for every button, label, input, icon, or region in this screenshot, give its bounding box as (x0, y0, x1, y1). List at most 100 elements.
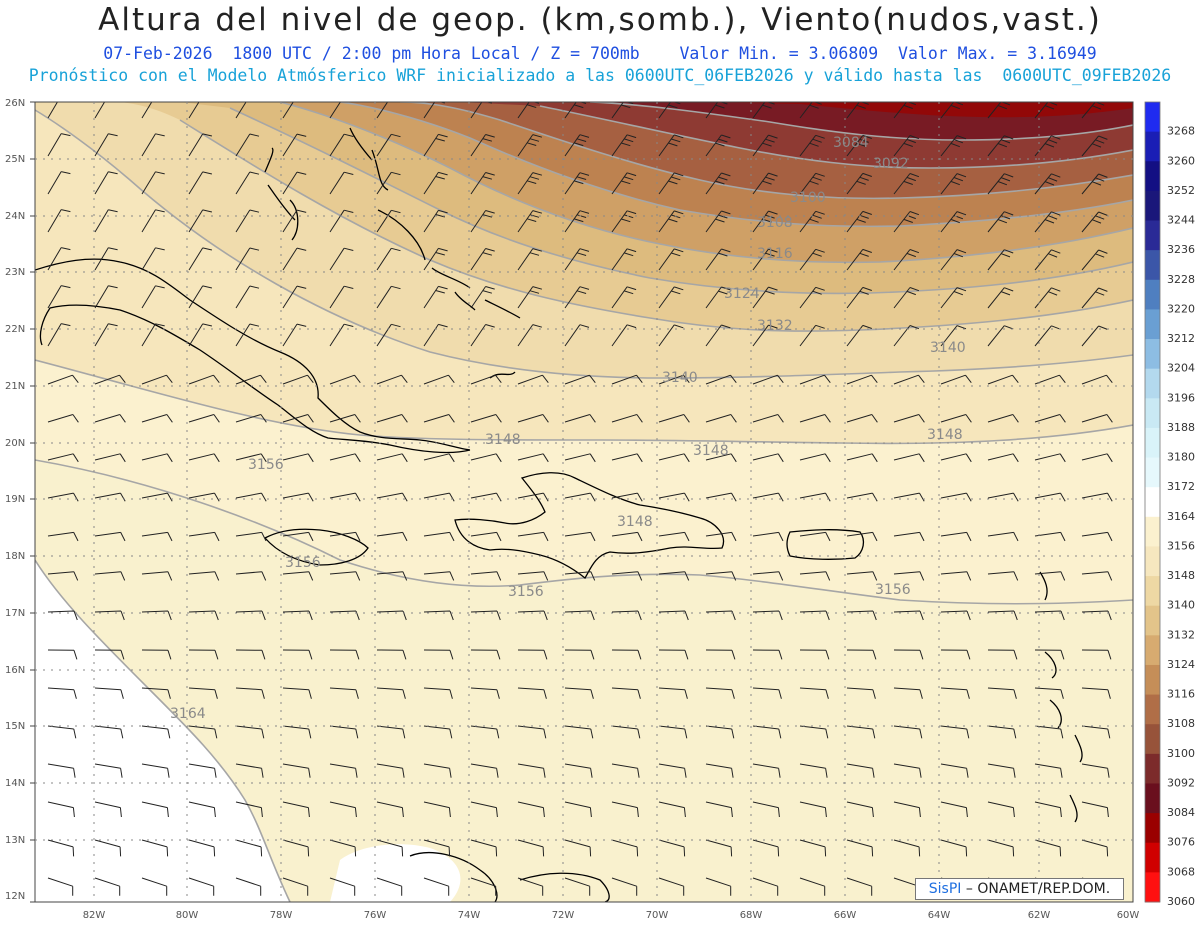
wind-barb (658, 453, 690, 463)
wind-barb (846, 687, 876, 699)
wind-barb (564, 324, 590, 347)
wind-barb (329, 209, 354, 233)
wind-barb (564, 134, 590, 157)
wind-barb (235, 247, 260, 271)
wind-barb (940, 531, 972, 542)
wind-barb (705, 610, 736, 621)
wind-barb (752, 725, 782, 739)
wind-barb (940, 725, 970, 739)
wind-barb (611, 453, 643, 463)
colorbar-swatch (1145, 753, 1160, 784)
lon-label: 64W (928, 910, 951, 921)
wind-barb (423, 763, 452, 778)
wind-barb (752, 801, 780, 818)
wind-barb (470, 453, 502, 463)
wind-barb (987, 839, 1015, 857)
wind-barb (329, 801, 357, 818)
wind-barb (611, 725, 641, 739)
wind-barb (235, 571, 267, 581)
wind-barb (846, 248, 872, 271)
wind-barb (846, 571, 878, 581)
lat-label: 19N (5, 494, 25, 505)
colorbar-label: 3068 (1167, 865, 1195, 878)
colorbar-swatch (1145, 724, 1160, 755)
wind-barb (47, 877, 74, 896)
wind-barb (470, 610, 501, 621)
wind-barb (1034, 763, 1063, 778)
wind-barb (940, 649, 971, 660)
wind-barb (423, 414, 455, 423)
wind-barb (47, 374, 79, 385)
wind-barb (611, 877, 638, 896)
wind-barb (282, 531, 314, 542)
wind-barb (1034, 325, 1061, 347)
colorbar-swatch (1145, 576, 1160, 607)
wind-barb (141, 531, 173, 542)
contour-label: 3140 (662, 370, 698, 386)
wind-barb (141, 801, 169, 818)
wind-barb (893, 287, 920, 309)
colorbar-label: 3188 (1167, 421, 1195, 434)
contour-label: 3124 (724, 286, 760, 302)
lat-labels: 26N 25N 24N 23N 22N 21N 20N 19N 18N 17N … (5, 98, 25, 902)
wind-barb (752, 134, 778, 157)
wind-barbs (47, 102, 1113, 896)
colorbar-swatch (1145, 427, 1160, 459)
wind-barb (752, 453, 784, 463)
wind-barb (94, 531, 126, 542)
wind-barb (470, 324, 495, 347)
wind-barb (235, 453, 267, 463)
wind-barb (282, 247, 307, 271)
wind-barb (705, 248, 731, 271)
wind-barb (329, 763, 358, 778)
wind-barb (423, 610, 454, 621)
wind-barb (470, 877, 497, 896)
wind-barb (470, 102, 493, 119)
wind-barb (799, 877, 826, 896)
contour-label: 3108 (757, 215, 793, 231)
wind-barb (893, 725, 923, 739)
lon-label: 78W (270, 910, 293, 921)
wind-barb (329, 285, 354, 309)
wind-barb (423, 323, 448, 347)
wind-barb (752, 687, 782, 699)
wind-barb (987, 249, 1014, 271)
wind-barb (658, 649, 689, 660)
wind-barb (141, 763, 170, 778)
colorbar-swatch (1145, 279, 1160, 310)
wind-barb (141, 171, 165, 195)
wind-barb (235, 374, 267, 385)
wind-barb (799, 453, 831, 463)
colorbar-label: 3268 (1167, 125, 1195, 138)
wind-barb (94, 285, 118, 309)
wind-barb (987, 414, 1019, 423)
lat-label: 21N (5, 381, 25, 392)
subtitle-time: 1800 UTC / 2:00 pm Hora Local / Z = 700m… (232, 44, 640, 63)
wind-barb (1081, 801, 1109, 818)
wind-barb (235, 492, 267, 502)
colorbar-swatch (1145, 546, 1160, 577)
wind-barb (47, 285, 71, 309)
wind-barb (846, 134, 872, 157)
wind-barb (658, 374, 690, 385)
wind-barb (329, 839, 357, 857)
wind-barb (940, 374, 972, 385)
wind-barb (235, 531, 267, 542)
lat-label: 23N (5, 267, 25, 278)
wind-barb (564, 531, 596, 542)
wind-barb (846, 492, 878, 502)
wind-barb (799, 374, 831, 385)
wind-barb (517, 210, 543, 233)
wind-barb (235, 209, 260, 233)
wind-barb (376, 247, 401, 271)
wind-barb (987, 687, 1017, 699)
wind-barb (282, 801, 310, 818)
contour-3140 (35, 109, 1133, 379)
wind-barb (658, 248, 684, 271)
wind-barb (752, 286, 778, 309)
wind-barb (752, 839, 780, 857)
wind-barb (235, 801, 263, 818)
colorbar-swatch (1145, 339, 1160, 370)
wind-barb (611, 610, 642, 621)
wind-barb (188, 571, 220, 581)
